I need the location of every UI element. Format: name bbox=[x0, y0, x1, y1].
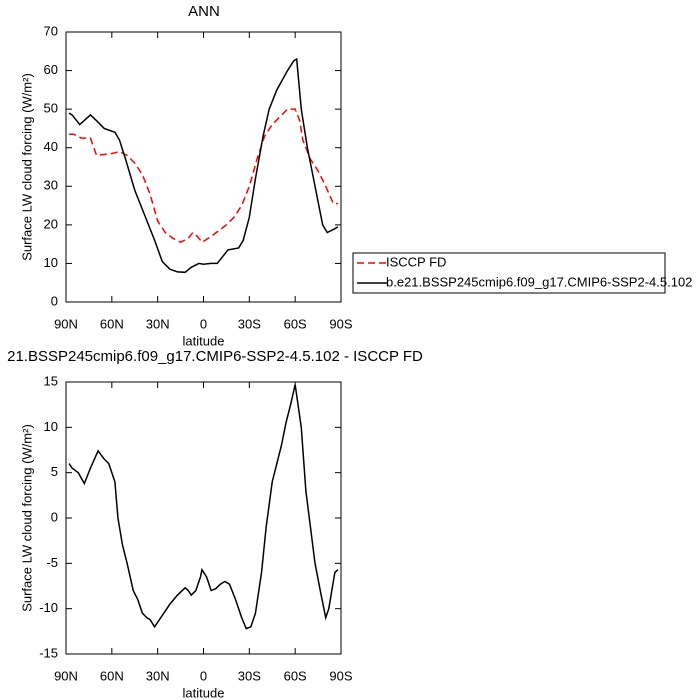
plot-frame bbox=[65, 381, 342, 655]
y-axis-label: Surface LW cloud forcing (W/m²) bbox=[19, 424, 34, 612]
x-tick-label: 30S bbox=[238, 316, 261, 331]
x-tick-label: 60S bbox=[284, 668, 307, 683]
x-axis-label: latitude bbox=[183, 685, 225, 700]
y-tick-label: 5 bbox=[51, 464, 58, 479]
y-tick-label: 40 bbox=[44, 139, 58, 154]
y-tick-label: -10 bbox=[39, 600, 58, 615]
data-line bbox=[68, 384, 339, 630]
x-tick-label: 60N bbox=[100, 316, 124, 331]
x-tick-label: 30N bbox=[146, 316, 170, 331]
legend-label: ISCCP FD bbox=[386, 254, 446, 269]
y-tick-label: 15 bbox=[44, 373, 58, 388]
chart-title: 21.BSSP245cmip6.f09_g17.CMIP6-SSP2-4.5.1… bbox=[7, 348, 423, 365]
y-tick-label: -5 bbox=[46, 555, 58, 570]
y-tick-label: 0 bbox=[51, 509, 58, 524]
y-tick-label: -15 bbox=[39, 645, 58, 660]
x-tick-label: 60N bbox=[100, 668, 124, 683]
data-line bbox=[69, 108, 338, 244]
x-tick-label: 30N bbox=[146, 668, 170, 683]
y-tick-label: 20 bbox=[44, 216, 58, 231]
x-tick-label: 90S bbox=[329, 668, 352, 683]
x-tick-label: 90N bbox=[54, 316, 78, 331]
y-axis-label: Surface LW cloud forcing (W/m²) bbox=[19, 73, 34, 261]
y-tick-label: 70 bbox=[44, 23, 58, 38]
plot-frame bbox=[65, 31, 342, 303]
chart-title: ANN bbox=[188, 3, 220, 20]
y-tick-label: 10 bbox=[44, 255, 58, 270]
x-tick-label: 0 bbox=[200, 668, 207, 683]
x-tick-label: 0 bbox=[200, 316, 207, 331]
x-tick-label: 30S bbox=[238, 668, 261, 683]
legend-label: b.e21.BSSP245cmip6.f09_g17.CMIP6-SSP2-4.… bbox=[386, 274, 692, 289]
x-tick-label: 90S bbox=[329, 316, 352, 331]
x-tick-label: 60S bbox=[284, 316, 307, 331]
data-line bbox=[68, 57, 339, 274]
x-axis-label: latitude bbox=[183, 333, 225, 348]
legend-box bbox=[352, 252, 666, 294]
y-tick-label: 60 bbox=[44, 62, 58, 77]
y-tick-label: 0 bbox=[51, 293, 58, 308]
y-tick-label: 50 bbox=[44, 101, 58, 116]
y-tick-label: 30 bbox=[44, 178, 58, 193]
x-tick-label: 90N bbox=[54, 668, 78, 683]
y-tick-label: 10 bbox=[44, 419, 58, 434]
